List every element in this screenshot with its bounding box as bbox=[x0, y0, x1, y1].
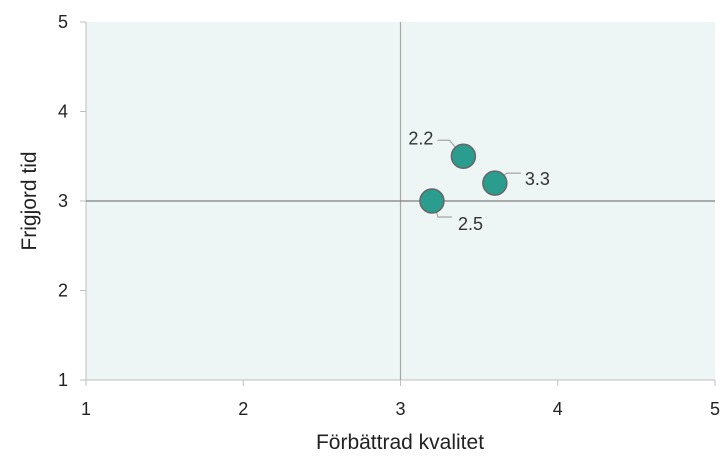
data-point-label: 3.3 bbox=[525, 169, 550, 189]
x-tick-label: 1 bbox=[81, 399, 91, 419]
x-tick-label: 2 bbox=[238, 399, 248, 419]
data-points bbox=[419, 143, 508, 214]
data-point-marker bbox=[419, 188, 445, 214]
x-tick-label: 5 bbox=[710, 399, 720, 419]
data-labels: 2.2 3.3 2.5 bbox=[408, 128, 550, 234]
x-tick-label: 3 bbox=[395, 399, 405, 419]
y-tick-label: 1 bbox=[58, 370, 68, 390]
x-tick-label: 4 bbox=[553, 399, 563, 419]
y-tick-label: 2 bbox=[58, 281, 68, 301]
data-point-marker bbox=[482, 170, 508, 196]
y-tick-label: 5 bbox=[58, 12, 68, 32]
data-point-label: 2.2 bbox=[408, 128, 433, 148]
y-axis-title: Frigjord tid bbox=[18, 151, 41, 250]
crosshair-lines bbox=[86, 22, 715, 380]
data-point-label: 2.5 bbox=[458, 214, 483, 234]
tick-labels: 1 2 3 4 5 1 2 3 4 5 bbox=[58, 12, 720, 419]
x-axis-title: Förbättrad kvalitet bbox=[316, 431, 484, 454]
data-point-marker bbox=[450, 143, 477, 169]
y-tick-label: 4 bbox=[58, 102, 68, 122]
y-tick-label: 3 bbox=[58, 191, 68, 211]
